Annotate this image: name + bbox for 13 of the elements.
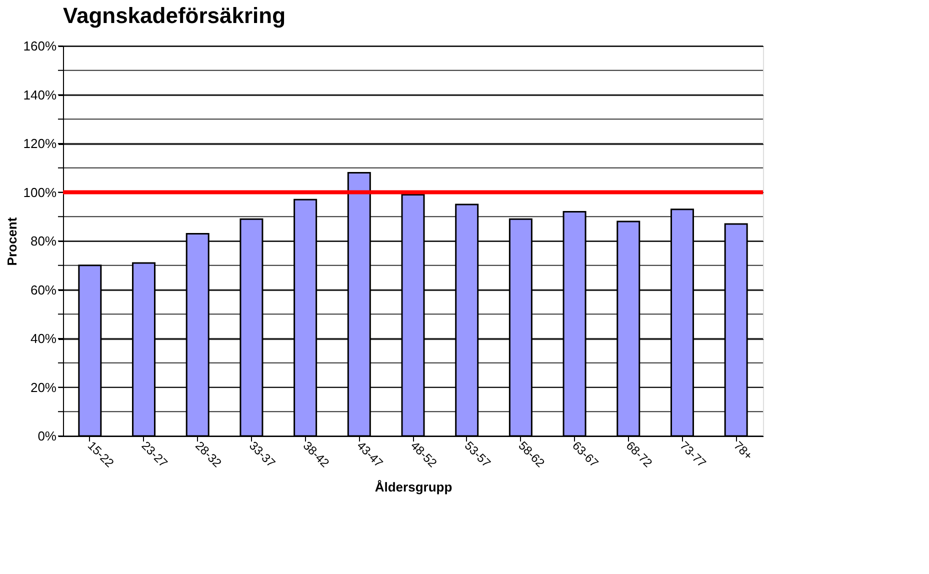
chart-title: Vagnskadeförsäkring bbox=[63, 3, 286, 28]
y-tick-label: 0% bbox=[38, 428, 57, 444]
y-tick-label: 60% bbox=[30, 282, 57, 298]
y-tick-label: 100% bbox=[23, 184, 57, 200]
y-tick-label: 160% bbox=[23, 38, 57, 54]
y-tick-label: 20% bbox=[30, 380, 57, 395]
y-tick-label: 140% bbox=[23, 87, 57, 102]
y-axis-title: Procent bbox=[4, 216, 20, 266]
y-tick-label: 40% bbox=[30, 331, 57, 346]
y-tick-label: 120% bbox=[23, 136, 57, 151]
x-tick-label: 78+ bbox=[731, 438, 756, 463]
x-axis-title: Åldersgrupp bbox=[374, 479, 452, 494]
y-tick-label: 80% bbox=[30, 234, 57, 248]
